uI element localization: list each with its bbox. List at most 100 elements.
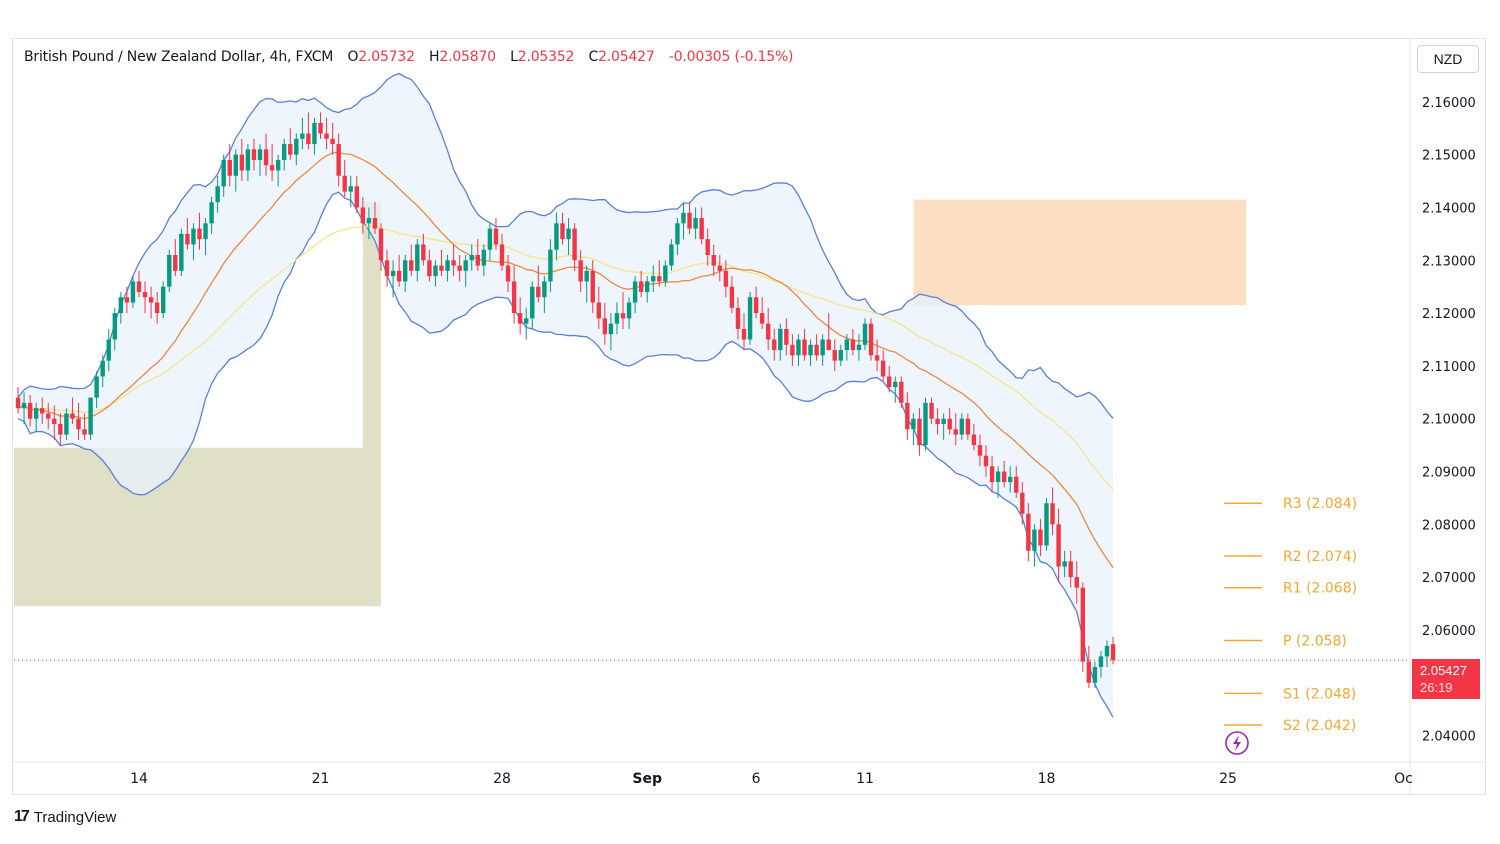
candle xyxy=(1044,497,1049,551)
candle xyxy=(923,397,928,451)
candle-body xyxy=(167,255,172,287)
candle-body xyxy=(517,313,523,324)
candle-body xyxy=(1110,644,1116,661)
candle-body xyxy=(578,260,583,282)
candle xyxy=(729,276,735,314)
candle-body xyxy=(366,218,372,224)
candle-body xyxy=(675,223,680,245)
candle-body xyxy=(971,434,977,446)
candle xyxy=(52,405,57,440)
candle-body xyxy=(1068,561,1073,578)
candle xyxy=(741,313,747,351)
candle-body xyxy=(820,339,825,356)
candle xyxy=(185,218,190,250)
candle xyxy=(245,144,251,182)
candle xyxy=(1038,519,1043,557)
x-tick-label: 25 xyxy=(1219,771,1237,787)
candle-body xyxy=(759,313,765,324)
candle-body xyxy=(548,249,553,282)
candle xyxy=(953,413,958,446)
candle-body xyxy=(396,270,402,282)
candle-body xyxy=(935,418,940,424)
ema-fast-line xyxy=(17,151,1114,569)
candle-body xyxy=(288,144,293,155)
candle xyxy=(965,413,971,440)
candle-body xyxy=(154,302,160,314)
y-tick-label: 2.04000 xyxy=(1422,730,1476,745)
candle-body xyxy=(118,297,124,314)
low-label: L xyxy=(510,49,518,65)
candle-body xyxy=(46,413,51,419)
candle-body xyxy=(1032,529,1037,551)
candle xyxy=(505,255,511,292)
candle xyxy=(58,413,63,446)
candle xyxy=(469,244,474,271)
candle xyxy=(542,276,547,314)
candle-body xyxy=(209,202,214,224)
candle xyxy=(820,334,825,366)
candle-body xyxy=(959,418,964,435)
candle xyxy=(251,138,257,171)
close-value: 2.05427 xyxy=(598,49,655,65)
candle-body xyxy=(560,223,565,240)
candle xyxy=(1068,550,1073,588)
candle xyxy=(1104,640,1110,667)
candle xyxy=(899,376,904,409)
candle-body xyxy=(130,281,136,303)
candle xyxy=(481,244,487,277)
candle-body xyxy=(784,328,789,345)
candle xyxy=(1110,636,1116,665)
pivot-label-1: R2 (2.074) xyxy=(1283,549,1357,565)
candle-body xyxy=(221,159,226,187)
candle xyxy=(154,291,160,324)
open-value: 2.05732 xyxy=(358,49,415,65)
candle-body xyxy=(511,281,517,314)
candle-body xyxy=(318,122,323,134)
candle-body xyxy=(27,402,33,419)
currency-button[interactable]: NZD xyxy=(1417,45,1479,73)
candle xyxy=(275,154,281,187)
candle xyxy=(427,249,432,282)
candle-body xyxy=(590,270,595,303)
candle xyxy=(657,260,662,287)
symbol-title[interactable]: British Pound / New Zealand Dollar, 4h, … xyxy=(24,49,334,65)
candle xyxy=(917,408,922,456)
candle xyxy=(651,265,656,292)
candle xyxy=(475,239,480,271)
candle xyxy=(971,424,977,451)
tradingview-branding[interactable]: 17 TradingView xyxy=(14,808,116,826)
candle-body xyxy=(1062,561,1067,567)
candle xyxy=(645,276,650,303)
candle-body xyxy=(790,344,795,356)
candle-body xyxy=(632,281,638,303)
candle-body xyxy=(741,328,747,340)
demand-zone-1 xyxy=(362,202,381,448)
candle xyxy=(306,112,311,150)
candle xyxy=(632,276,638,314)
candle-body xyxy=(312,122,317,145)
candle xyxy=(1074,561,1079,604)
candle xyxy=(590,260,595,314)
candle xyxy=(675,218,680,255)
candle-body xyxy=(772,339,777,351)
candle-body xyxy=(197,228,202,240)
candle xyxy=(64,408,69,440)
candle xyxy=(596,286,601,329)
candle xyxy=(451,244,456,277)
candle xyxy=(862,318,868,351)
candle xyxy=(663,260,668,287)
candle-body xyxy=(275,159,281,171)
candle xyxy=(82,413,87,440)
candle-body xyxy=(693,218,698,229)
candle-body xyxy=(451,260,456,266)
y-tick-label: 2.09000 xyxy=(1422,466,1476,481)
pivot-label-0: R3 (2.084) xyxy=(1283,496,1357,512)
candle-body xyxy=(899,381,904,403)
candle-body xyxy=(620,313,626,319)
marker-bolt xyxy=(1233,735,1241,751)
candle-body xyxy=(862,323,868,345)
candle xyxy=(705,228,710,266)
candle xyxy=(233,149,238,192)
plot-area xyxy=(14,72,1247,718)
